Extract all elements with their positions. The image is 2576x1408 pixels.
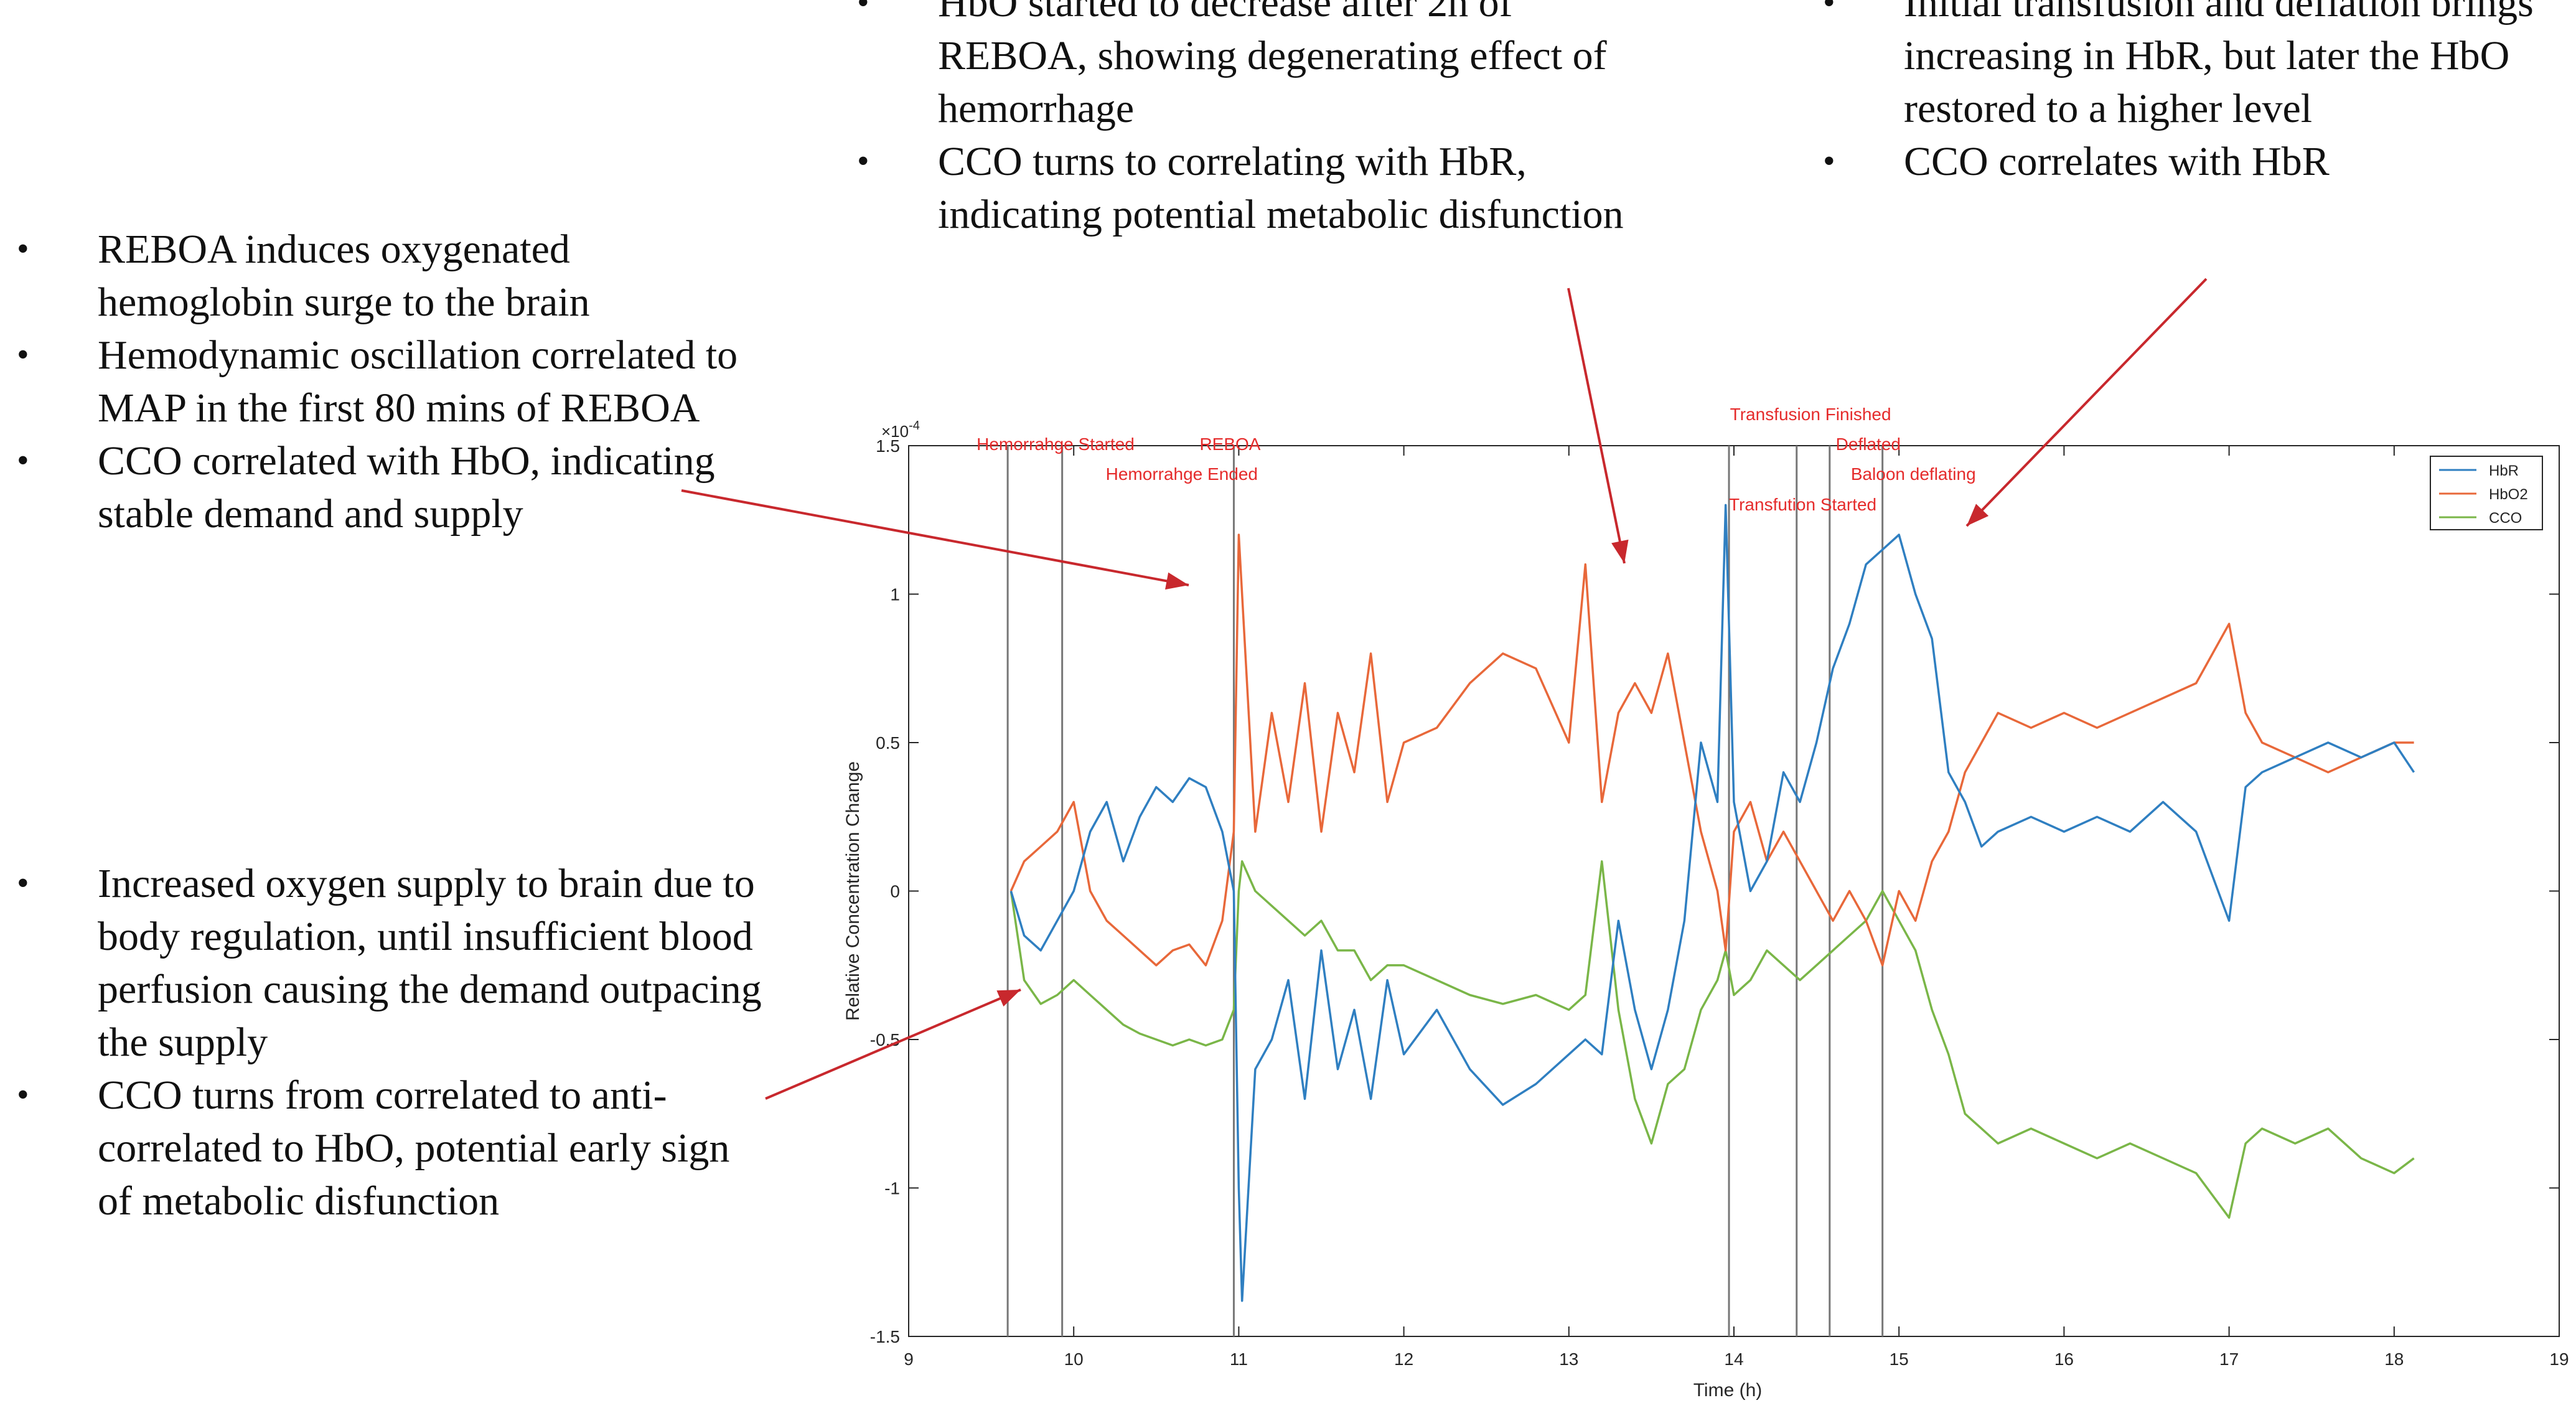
annotation-bullet: CCO correlated with HbO, indicating stab… [17, 434, 751, 540]
y-tick-label: 0 [890, 882, 900, 901]
annotation-arrowhead [1165, 572, 1189, 590]
annotation-top-right: Initial transfusion and deflation brings… [1823, 0, 2557, 188]
y-exponent-label: ×10-4 [881, 419, 920, 441]
annotation-arrow [1567, 288, 1626, 564]
annotation-bullet: REBOA induces oxygenated hemoglobin surg… [17, 223, 751, 329]
legend-label: CCO [2489, 510, 2522, 527]
annotation-arrowhead [1611, 539, 1629, 563]
annotation-left-bottom: Increased oxygen supply to brain due to … [17, 857, 770, 1227]
y-axis-title: Relative Concentration Change [843, 761, 863, 1021]
annotation-bullet: CCO turns to correlating with HbR, indic… [857, 135, 1654, 241]
legend: HbR HbO2 CCO [2430, 456, 2543, 530]
annotation-bullet: HbO started to decrease after 2h of REBO… [857, 0, 1654, 135]
legend-label: HbO2 [2489, 486, 2528, 503]
axis-titles: Time (h) Relative Concentration Change [843, 761, 1762, 1401]
x-tick-label: 10 [1064, 1349, 1084, 1369]
annotation-arrowhead [996, 990, 1021, 1007]
annotation-top-middle: HbO started to decrease after 2h of REBO… [857, 0, 1654, 241]
annotation-bullet: Hemodynamic oscillation correlated to MA… [17, 329, 751, 434]
annotation-bullet: CCO turns from correlated to anti-correl… [17, 1069, 770, 1227]
series-lines [1009, 504, 2415, 1302]
x-tick-label: 9 [904, 1349, 914, 1369]
x-tick-label: 14 [1724, 1349, 1743, 1369]
event-label: Deflated [1836, 434, 1901, 454]
legend-label: HbR [2489, 462, 2519, 479]
y-tick-label: -0.5 [870, 1030, 900, 1049]
y-tick-label: -1 [884, 1179, 900, 1198]
x-tick-label: 16 [2054, 1349, 2074, 1369]
x-tick-label: 19 [2549, 1349, 2569, 1369]
event-label: Baloon deflating [1851, 464, 1976, 484]
y-tick-label: -1.5 [870, 1327, 900, 1346]
x-tick-label: 13 [1559, 1349, 1578, 1369]
x-tick-label: 11 [1230, 1349, 1248, 1369]
y-exponent-power: -4 [909, 419, 920, 433]
annotation-arrowhead [1967, 504, 1989, 526]
annotation-left-top: REBOA induces oxygenated hemoglobin surg… [17, 223, 751, 540]
annotation-arrows [681, 278, 2208, 1100]
plot-axes: 9 10 11 12 13 14 15 16 17 18 19 -1.5 -1 -0.5 0 0.5 1 1.5×… [870, 419, 2569, 1369]
event-label: Transfusion Finished [1730, 405, 1891, 424]
x-tick-label: 18 [2384, 1349, 2404, 1369]
annotation-bullet: CCO correlates with HbR [1823, 135, 2557, 188]
x-axis-title: Time (h) [1693, 1380, 1763, 1401]
event-label: Hemorrahge Ended [1106, 464, 1258, 484]
x-tick-label: 17 [2219, 1349, 2239, 1369]
annotation-bullet: Increased oxygen supply to brain due to … [17, 857, 770, 1069]
series-line-cco [1009, 860, 2415, 1219]
annotation-arrow [681, 489, 1189, 586]
series-line-hbo2 [1009, 533, 2414, 967]
annotation-arrow [765, 988, 1021, 1100]
y-tick-label: 1.5 [876, 436, 900, 456]
event-label: Transfution Started [1729, 495, 1876, 514]
x-tick-label: 12 [1394, 1349, 1413, 1369]
y-tick-label: 1 [890, 585, 900, 604]
x-tick-label: 15 [1890, 1349, 1909, 1369]
y-tick-label: 0.5 [876, 733, 900, 753]
series-line-hbr [1009, 504, 2415, 1302]
event-labels: Hemorrahge Started Hemorrahge Ended REBOA T… [977, 405, 1976, 514]
event-label: REBOA [1199, 434, 1260, 454]
event-label: Hemorrahge Started [977, 434, 1135, 454]
annotation-bullet: Initial transfusion and deflation brings… [1823, 0, 2557, 135]
annotation-arrow [1965, 278, 2208, 527]
